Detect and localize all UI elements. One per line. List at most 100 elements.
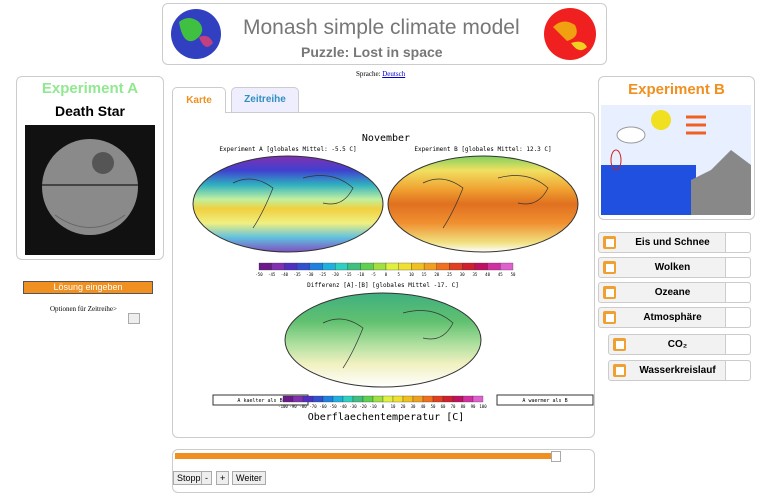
colorbar-tick-label: 0 — [385, 272, 388, 277]
checkbox[interactable] — [603, 261, 616, 274]
coastlines — [322, 310, 454, 369]
checkbox[interactable] — [603, 286, 616, 299]
title: Monash simple climate model — [243, 16, 520, 39]
toggle[interactable]: CO₂ — [608, 334, 751, 355]
map-diff — [284, 292, 482, 388]
colorbar-cell — [322, 395, 334, 403]
colorbar-tick-label: 90 — [471, 404, 476, 409]
colorbar-tick-label: -40 — [281, 272, 289, 277]
toggle[interactable]: Atmosphäre — [598, 307, 751, 328]
legend-label: A waermer als B — [522, 398, 567, 404]
tab[interactable]: Zeitreihe — [231, 87, 299, 113]
submit-button[interactable]: Lösung eingeben — [23, 281, 153, 294]
checkbox[interactable] — [603, 311, 616, 324]
colorbar-tick-label: -45 — [268, 272, 276, 277]
colorbar: -100 -90 -80 -70 -60 -50 -40 -30 -20 -10 0 10 20 30 40… — [278, 395, 487, 409]
next-button[interactable]: Weiter — [232, 471, 266, 485]
progress-bar — [175, 453, 553, 459]
stop-button[interactable]: Stopp — [173, 471, 205, 485]
toggle[interactable]: Wolken — [598, 257, 751, 278]
colorbar-cell — [436, 262, 450, 271]
toggle[interactable]: Wasserkreislauf — [608, 360, 751, 381]
colorbar-tick-label: 50 — [511, 272, 516, 277]
colorbar-cell — [372, 395, 384, 403]
colorbar-tick-label: -90 — [289, 404, 297, 409]
colorbar-tick-label: -10 — [357, 272, 365, 277]
map-title: Experiment A [globales Mittel: -5.5 C] — [219, 146, 356, 153]
colorbar-tick-label: 20 — [401, 404, 406, 409]
map-b — [387, 155, 579, 253]
language-link[interactable]: Deutsch — [382, 70, 406, 78]
experiment-a-panel: Experiment A Death Star — [16, 76, 164, 260]
colorbar-tick-label: -5 — [371, 272, 376, 277]
check — [605, 288, 614, 297]
colorbar-tick-label: 40 — [421, 404, 426, 409]
colorbar-tick-label: 25 — [447, 272, 452, 277]
checkbox[interactable] — [603, 236, 616, 249]
language-label: Sprache: — [356, 70, 381, 78]
colorbar-tick-label: -30 — [349, 404, 357, 409]
colorbar-tick-label: -30 — [306, 272, 314, 277]
legend-box — [496, 394, 594, 406]
colorbar-cell — [362, 395, 374, 403]
colorbar-cell — [309, 262, 323, 271]
colorbar-tick-label: -35 — [293, 272, 301, 277]
map-month: November — [362, 133, 410, 144]
check — [615, 340, 624, 349]
colorbar-cell — [472, 395, 484, 403]
colorbar-tick-label: 30 — [411, 404, 416, 409]
colorbar-cell — [452, 395, 464, 403]
checkbox[interactable] — [613, 364, 626, 377]
toggle-icon — [725, 283, 750, 302]
colorbar-cell — [302, 395, 314, 403]
toggle-icon — [725, 308, 750, 327]
colorbar-tick-label: -20 — [332, 272, 340, 277]
experiment-b-heading: Experiment B — [628, 81, 725, 98]
colorbar-tick-label: -100 — [278, 404, 288, 409]
options-select[interactable] — [128, 313, 140, 324]
colorbar-tick-label: -50 — [255, 272, 263, 277]
toggle[interactable]: Eis und Schnee — [598, 232, 751, 253]
tab[interactable]: Karte — [172, 87, 226, 113]
colorbar-cell — [462, 262, 476, 271]
checkbox[interactable] — [613, 338, 626, 351]
toggle-label: CO₂ — [667, 339, 688, 350]
minus-button[interactable]: - — [201, 471, 212, 485]
colorbar-cell — [462, 395, 474, 403]
colorbar-tick-label: 20 — [434, 272, 439, 277]
colorbar-tick-label: 5 — [397, 272, 400, 277]
colorbar-cell — [385, 262, 399, 271]
experiment-a-heading: Experiment A — [41, 80, 139, 97]
map-a — [192, 155, 384, 253]
colorbar-cell — [342, 395, 354, 403]
map-title: Differenz [A]-[B] [globales Mittel -17. … — [307, 282, 459, 289]
toggle-icon — [725, 335, 750, 354]
colorbar-tick-label: 80 — [461, 404, 466, 409]
colorbar-cell — [284, 262, 298, 271]
check — [605, 238, 614, 247]
toggle-label: Wasserkreislauf — [639, 365, 716, 376]
plus-button[interactable]: + — [216, 471, 230, 485]
quantity-label: Oberflaechentemperatur [C] — [308, 412, 465, 423]
slider-handle[interactable] — [551, 451, 561, 462]
colorbar-tick-label: -15 — [344, 272, 352, 277]
colorbar-cell — [422, 395, 434, 403]
toggle-icon — [725, 258, 750, 277]
colorbar-tick-label: 10 — [391, 404, 396, 409]
toggle[interactable]: Ozeane — [598, 282, 751, 303]
colorbar-cell — [292, 395, 304, 403]
colorbar-tick-label: 10 — [409, 272, 414, 277]
globe-icon — [171, 9, 221, 59]
colorbar-tick-label: 0 — [382, 404, 385, 409]
colorbar-cell — [335, 262, 349, 271]
colorbar-tick-label: 35 — [472, 272, 477, 277]
colorbar-tick-label: 40 — [485, 272, 490, 277]
colorbar-cell — [360, 262, 374, 271]
colorbar-cell — [296, 262, 310, 271]
colorbar-cell — [258, 262, 272, 271]
check — [605, 313, 614, 322]
colorbar-tick-label: -60 — [319, 404, 327, 409]
map-panel: November Experiment A [globales Mittel: … — [172, 112, 595, 438]
colorbar-cell — [373, 262, 387, 271]
colorbar-tick-label: 45 — [498, 272, 503, 277]
